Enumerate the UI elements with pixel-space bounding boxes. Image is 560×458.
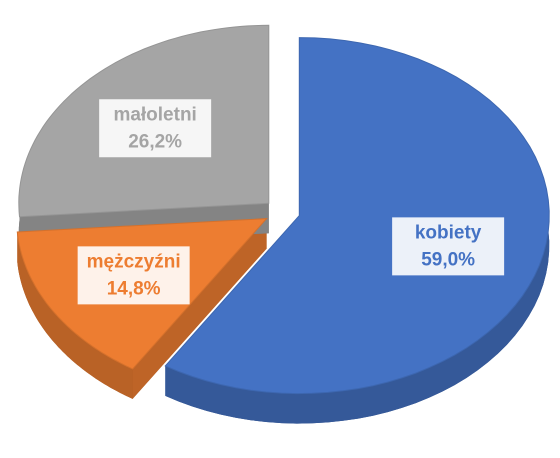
data-label-name: małoletni: [113, 104, 196, 125]
data-label-value: 26,2%: [128, 131, 182, 152]
data-label-value: 14,8%: [107, 278, 161, 299]
data-label-name: mężczyźni: [87, 251, 181, 272]
slice-side: [17, 232, 133, 399]
slice: [164, 37, 550, 395]
data-label-value: 59,0%: [421, 249, 475, 270]
slice-side: [132, 218, 267, 399]
data-label-name: kobiety: [415, 222, 482, 243]
slice-side: [165, 37, 550, 424]
label-box: [77, 246, 190, 305]
label-box: [392, 217, 505, 276]
label-box: [99, 99, 212, 158]
